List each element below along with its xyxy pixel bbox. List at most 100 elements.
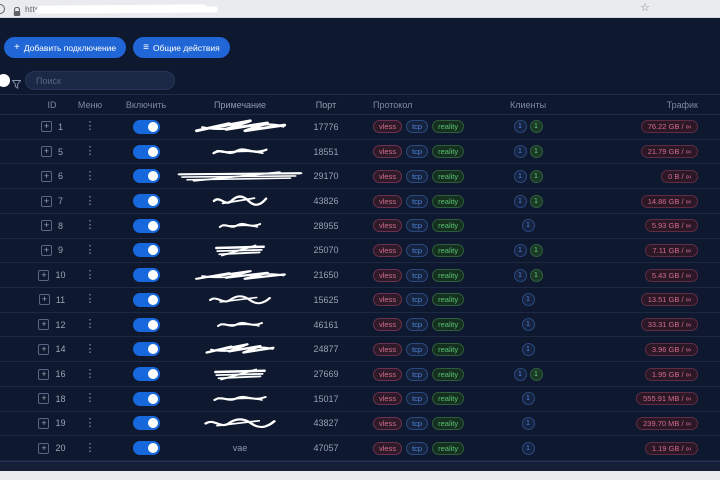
protocol-badge-reality: reality (432, 169, 465, 183)
enable-toggle[interactable] (132, 342, 160, 357)
row-menu-button[interactable]: ⋮ (84, 441, 96, 454)
enable-toggle[interactable] (132, 441, 160, 456)
bulk-actions-button[interactable]: ≡ Общие действия (133, 37, 230, 58)
row-id: 8 (57, 220, 63, 231)
protocol-badge-tcp: tcp (406, 342, 429, 356)
enable-toggle[interactable] (132, 194, 160, 209)
traffic-badge: 13.51 GB / ∞ (640, 293, 698, 307)
protocol-badge-tcp: tcp (406, 120, 429, 134)
add-connection-button[interactable]: + Добавить подключение (4, 37, 127, 58)
row-port: 17776 (313, 121, 339, 132)
row-menu-button[interactable]: ⋮ (84, 342, 96, 355)
enable-toggle[interactable] (132, 119, 160, 134)
enable-toggle[interactable] (132, 144, 160, 159)
protocol-badge-tcp: tcp (406, 243, 429, 257)
expand-row-button[interactable]: + (38, 294, 50, 306)
enable-toggle[interactable] (132, 268, 160, 283)
lock-icon[interactable] (13, 4, 21, 17)
filter-funnel-icon[interactable] (11, 76, 22, 94)
traffic-badge: 1.95 GB / ∞ (644, 367, 698, 381)
client-count-badge-blue: 1 (521, 318, 535, 332)
table-row: + 18 ⋮ 15017 vless tcp reality 1 555.91 MB… (0, 387, 720, 412)
enable-toggle[interactable] (132, 169, 160, 184)
expand-row-button[interactable]: + (40, 195, 52, 207)
toggle-knob (147, 319, 158, 330)
expand-row-button[interactable]: + (40, 146, 52, 158)
row-protocols: vless tcp reality (362, 387, 490, 411)
client-count-badge-green: 1 (529, 145, 543, 159)
enable-toggle[interactable] (132, 243, 160, 258)
row-menu-button[interactable]: ⋮ (84, 318, 96, 331)
expand-row-button[interactable]: + (40, 170, 52, 182)
row-menu-button[interactable]: ⋮ (84, 219, 96, 232)
toggle-knob (147, 146, 158, 157)
row-id: 12 (55, 319, 66, 330)
enable-toggle[interactable] (132, 367, 160, 382)
expand-row-button[interactable]: + (38, 269, 50, 281)
expand-row-button[interactable]: + (38, 417, 50, 429)
traffic-badge: 5.93 GB / ∞ (644, 219, 698, 233)
expand-row-button[interactable]: + (38, 368, 50, 380)
table-row: + 19 ⋮ 43827 vless tcp reality 1 239.70 MB… (0, 412, 720, 437)
protocol-badge-vless: vless (373, 268, 403, 282)
client-count-badge-green: 1 (529, 367, 543, 381)
note-redaction-scribble (204, 418, 276, 428)
row-note (190, 362, 290, 386)
row-protocols: vless tcp reality (362, 362, 490, 386)
row-clients: 1 (490, 214, 566, 238)
table-row: + 8 ⋮ 28955 vless tcp reality 1 5.93 GB / … (0, 214, 720, 239)
enable-toggle[interactable] (132, 292, 160, 307)
client-count-badge-green: 1 (529, 194, 543, 208)
expand-row-button[interactable]: + (40, 121, 52, 133)
row-protocols: vless tcp reality (362, 140, 490, 164)
row-menu-button[interactable]: ⋮ (84, 268, 96, 281)
expand-row-button[interactable]: + (38, 343, 50, 355)
row-clients: 1 (490, 412, 566, 436)
note-redaction-scribble (213, 395, 267, 401)
filter-toggle[interactable] (0, 74, 10, 87)
row-menu-button[interactable]: ⋮ (84, 416, 96, 429)
row-menu-button[interactable]: ⋮ (84, 120, 96, 133)
expand-row-button[interactable]: + (38, 319, 50, 331)
enable-toggle[interactable] (132, 317, 160, 332)
expand-row-button[interactable]: + (40, 220, 52, 232)
row-port: 43827 (313, 418, 339, 429)
bookmark-star-icon[interactable]: ☆ (640, 2, 650, 14)
expand-row-button[interactable]: + (38, 393, 50, 405)
row-menu-button[interactable]: ⋮ (84, 367, 96, 380)
enable-toggle[interactable] (132, 391, 160, 406)
row-menu-button[interactable]: ⋮ (84, 194, 96, 207)
row-note (190, 313, 290, 337)
search-input[interactable] (25, 71, 175, 90)
row-menu-button[interactable]: ⋮ (84, 392, 96, 405)
browser-address-bar[interactable]: https://1 ☆ (0, 0, 720, 18)
protocol-badge-reality: reality (432, 194, 465, 208)
client-count-badge-blue: 1 (513, 120, 527, 134)
table-row: + 12 ⋮ 46161 vless tcp reality 1 33.31 GB … (0, 313, 720, 338)
row-port: 46161 (313, 319, 339, 330)
client-count-badge-blue: 1 (521, 219, 535, 233)
row-port: 15625 (313, 294, 339, 305)
protocol-badge-tcp: tcp (406, 318, 429, 332)
enable-toggle[interactable] (132, 218, 160, 233)
row-menu-button[interactable]: ⋮ (84, 145, 96, 158)
row-menu-button[interactable]: ⋮ (84, 169, 96, 182)
protocol-badge-vless: vless (373, 120, 403, 134)
reload-icon[interactable] (0, 4, 5, 14)
row-port: 18551 (313, 146, 339, 157)
note-redaction-scribble (177, 171, 303, 182)
row-protocols: vless tcp reality (362, 337, 490, 361)
col-header-protocol: Протокол (373, 99, 413, 110)
row-id: 14 (55, 344, 66, 355)
enable-toggle[interactable] (132, 416, 160, 431)
row-port: 27669 (313, 369, 339, 380)
bulk-actions-label: Общие действия (153, 42, 220, 53)
expand-row-button[interactable]: + (38, 442, 50, 454)
row-menu-button[interactable]: ⋮ (84, 243, 96, 256)
row-menu-button[interactable]: ⋮ (84, 293, 96, 306)
expand-row-button[interactable]: + (40, 244, 52, 256)
traffic-badge: 239.70 MB / ∞ (636, 416, 698, 430)
client-count-badge-blue: 1 (521, 342, 535, 356)
